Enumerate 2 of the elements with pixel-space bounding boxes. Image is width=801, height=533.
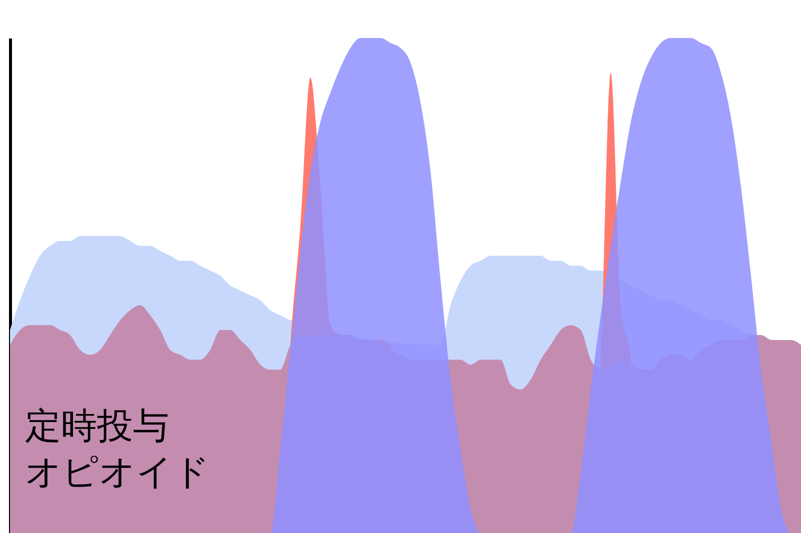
annotation: オピオイド — [25, 452, 210, 493]
annotation: 定時投与 — [25, 406, 169, 447]
